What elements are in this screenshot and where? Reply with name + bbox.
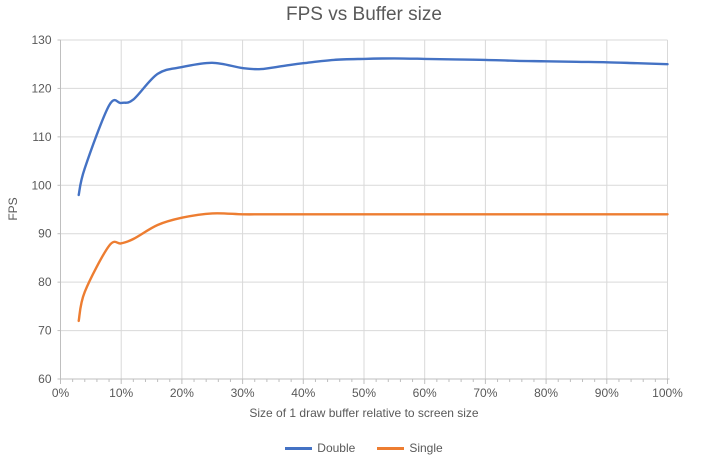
x-tick-label: 30% xyxy=(231,386,255,400)
series-line-double xyxy=(77,57,669,197)
y-tick-label: 90 xyxy=(38,227,52,241)
x-tick-label: 50% xyxy=(352,386,376,400)
legend-line-swatch-double xyxy=(285,446,313,450)
y-tick-label: 130 xyxy=(31,33,51,47)
y-tick-label: 110 xyxy=(32,130,51,144)
y-tick-label: 60 xyxy=(38,372,52,386)
x-tick-label: 0% xyxy=(52,386,70,400)
legend-label-single: Single xyxy=(409,441,443,455)
x-tick-label: 90% xyxy=(595,386,619,400)
legend: Double Single xyxy=(61,441,667,455)
chart-title: FPS vs Buffer size xyxy=(286,4,442,25)
legend-line-swatch-single xyxy=(377,446,405,450)
x-tick-label: 100% xyxy=(652,386,683,400)
legend-item-double[interactable]: Double xyxy=(285,441,355,455)
y-axis-title: FPS xyxy=(6,197,20,221)
x-tick-label: 80% xyxy=(534,386,558,400)
y-tick-label: 100 xyxy=(31,178,51,192)
x-tick-label: 40% xyxy=(291,386,315,400)
y-tick-label: 120 xyxy=(31,81,51,95)
x-tick-label: 70% xyxy=(473,386,497,400)
series-line-single xyxy=(77,212,669,323)
legend-item-single[interactable]: Single xyxy=(377,441,443,455)
x-tick-label: 60% xyxy=(413,386,437,400)
y-tick-label: 70 xyxy=(38,324,52,338)
x-axis-title: Size of 1 draw buffer relative to screen… xyxy=(249,406,479,420)
legend-label-double: Double xyxy=(317,441,356,455)
x-tick-label: 10% xyxy=(109,386,133,400)
x-tick-label: 20% xyxy=(170,386,194,400)
y-tick-label: 80 xyxy=(38,275,52,289)
